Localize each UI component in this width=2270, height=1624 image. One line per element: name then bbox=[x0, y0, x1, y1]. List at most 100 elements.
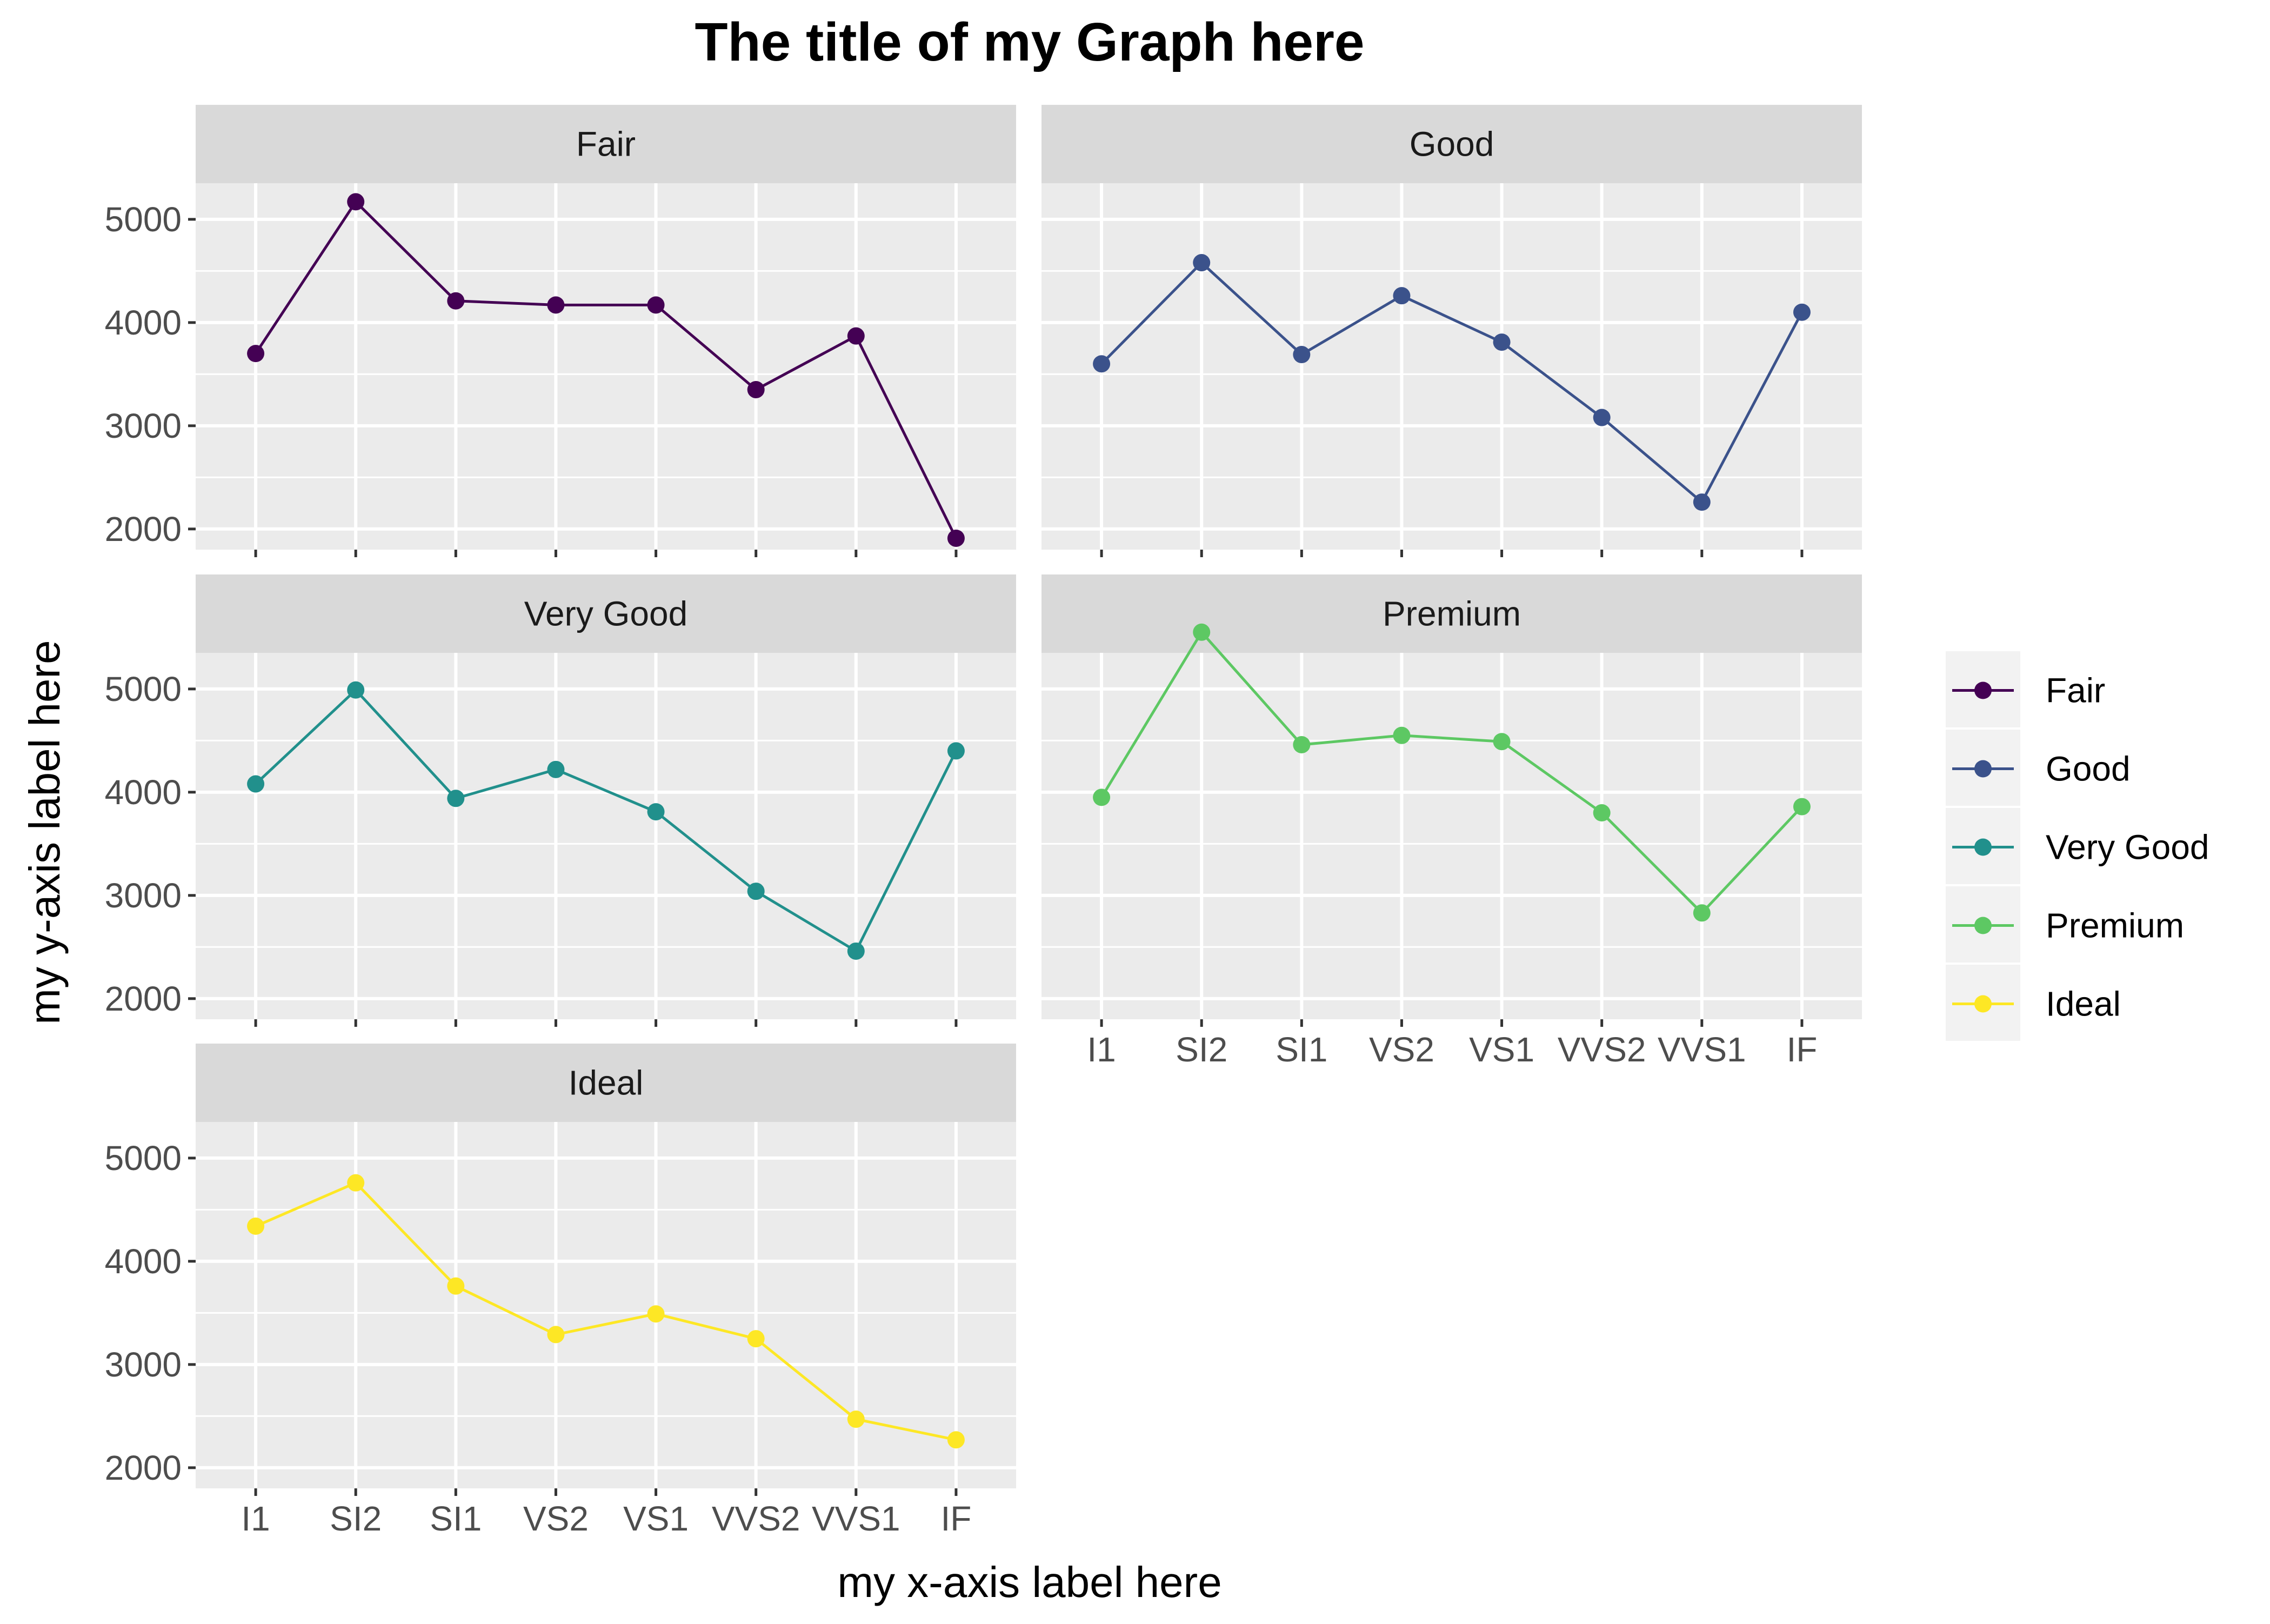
legend: Fair Good Very Good Premium Ideal bbox=[1946, 651, 2209, 1041]
x-tick-label: VS2 bbox=[1369, 1030, 1434, 1069]
legend-label: Good bbox=[2046, 750, 2131, 788]
facet-strip-ideal bbox=[196, 1044, 1016, 1122]
data-point bbox=[1793, 303, 1811, 321]
x-tick-label: VVS2 bbox=[1558, 1030, 1646, 1069]
y-tick-label: 2000 bbox=[105, 510, 182, 549]
data-point bbox=[1693, 904, 1711, 922]
data-point bbox=[347, 681, 365, 699]
x-tick-label: VS2 bbox=[523, 1499, 589, 1538]
facet-strip-fair bbox=[196, 105, 1016, 183]
data-point bbox=[1093, 788, 1111, 806]
legend-key-point bbox=[1974, 681, 1992, 699]
y-tick-label: 5000 bbox=[105, 200, 182, 239]
data-point bbox=[1193, 623, 1211, 641]
x-tick-label: IF bbox=[940, 1499, 971, 1538]
facet-strip-label: Ideal bbox=[569, 1064, 644, 1102]
panel-background bbox=[196, 653, 1016, 1019]
y-tick-label: 3000 bbox=[105, 1345, 182, 1384]
data-point bbox=[947, 1431, 965, 1449]
series-line-fair bbox=[255, 200, 958, 539]
legend-item-premium: Premium bbox=[1946, 886, 2184, 963]
panel-background bbox=[196, 183, 1016, 550]
facet-fair: Fair 2000 3000 4000 5000 bbox=[105, 105, 1016, 557]
facet-premium: Premium I1 SI2 SI1 VS2 VS1 VVS2 VVS1 IF bbox=[1041, 574, 1862, 1069]
data-point bbox=[647, 296, 665, 314]
y-tick-label: 2000 bbox=[105, 1448, 182, 1487]
data-point bbox=[947, 529, 965, 547]
y-axis-title: my y-axis label here bbox=[21, 640, 69, 1024]
series-line-premium bbox=[1100, 631, 1803, 914]
legend-key-point bbox=[1974, 995, 1992, 1013]
data-point bbox=[1493, 733, 1511, 751]
legend-label: Fair bbox=[2046, 671, 2105, 710]
x-tick-label: VVS1 bbox=[812, 1499, 900, 1538]
y-tick-label: 4000 bbox=[105, 303, 182, 342]
data-point bbox=[847, 327, 865, 345]
data-point bbox=[247, 775, 265, 793]
data-point bbox=[847, 1411, 865, 1428]
data-point bbox=[1193, 254, 1211, 272]
legend-key-point bbox=[1974, 917, 1992, 934]
facet-very-good: Very Good 2000 3000 4000 5000 bbox=[105, 574, 1016, 1027]
data-point bbox=[1393, 287, 1411, 305]
data-point bbox=[947, 742, 965, 760]
facet-strip-good bbox=[1041, 105, 1862, 183]
x-tick-label: VS1 bbox=[623, 1499, 689, 1538]
y-tick-label: 4000 bbox=[105, 1242, 182, 1281]
x-tick-label: SI1 bbox=[1276, 1030, 1327, 1069]
panel-background bbox=[1041, 183, 1862, 550]
facet-panels: Fair 2000 3000 4000 5000 Good Very Good 2000 300… bbox=[105, 105, 1862, 1538]
data-point bbox=[647, 803, 665, 821]
legend-label: Premium bbox=[2046, 906, 2184, 945]
x-tick-label: IF bbox=[1786, 1030, 1817, 1069]
x-tick-label: I1 bbox=[241, 1499, 270, 1538]
data-point bbox=[1493, 333, 1511, 351]
legend-key-point bbox=[1974, 838, 1992, 856]
data-point bbox=[347, 193, 365, 211]
data-point bbox=[1293, 346, 1311, 364]
x-tick-label: SI1 bbox=[430, 1499, 482, 1538]
y-tick-label: 3000 bbox=[105, 406, 182, 445]
data-point bbox=[1593, 804, 1611, 822]
facet-strip-label: Good bbox=[1410, 125, 1494, 164]
facet-ideal: Ideal 2000 3000 4000 5000 I1 SI2 SI1 VS2 VS1 VVS2 V… bbox=[105, 1044, 1016, 1538]
data-point bbox=[1093, 355, 1111, 373]
legend-key-point bbox=[1974, 760, 1992, 778]
data-point bbox=[547, 760, 565, 778]
x-tick-label: SI2 bbox=[330, 1499, 382, 1538]
data-point bbox=[247, 345, 265, 363]
legend-item-very-good: Very Good bbox=[1946, 808, 2209, 884]
data-point bbox=[447, 292, 465, 310]
y-tick-label: 5000 bbox=[105, 670, 182, 709]
facet-strip-label: Premium bbox=[1383, 594, 1521, 633]
legend-item-good: Good bbox=[1946, 730, 2131, 806]
data-point bbox=[747, 1330, 765, 1348]
chart-title: The title of my Graph here bbox=[695, 12, 1364, 72]
data-point bbox=[1293, 736, 1311, 753]
y-tick-label: 5000 bbox=[105, 1139, 182, 1178]
data-point bbox=[1393, 726, 1411, 744]
panel-background bbox=[1041, 653, 1862, 1019]
facet-strip-label: Very Good bbox=[524, 594, 687, 633]
data-point bbox=[447, 1277, 465, 1295]
facet-strip-very-good bbox=[196, 574, 1016, 653]
data-point bbox=[847, 942, 865, 960]
data-point bbox=[547, 1326, 565, 1344]
facet-strip-label: Fair bbox=[576, 125, 636, 164]
x-tick-label: VVS2 bbox=[712, 1499, 800, 1538]
data-point bbox=[747, 380, 765, 398]
facet-strip-premium bbox=[1041, 574, 1862, 653]
data-point bbox=[247, 1217, 265, 1235]
y-tick-label: 2000 bbox=[105, 979, 182, 1018]
data-point bbox=[1693, 493, 1711, 511]
x-tick-label: VS1 bbox=[1469, 1030, 1534, 1069]
data-point bbox=[1793, 798, 1811, 816]
data-point bbox=[1593, 409, 1611, 426]
series-line-good bbox=[1100, 261, 1804, 504]
legend-label: Very Good bbox=[2046, 828, 2209, 867]
legend-label: Ideal bbox=[2046, 985, 2121, 1024]
facet-good: Good bbox=[1041, 105, 1862, 557]
series-line-ideal bbox=[255, 1181, 957, 1441]
